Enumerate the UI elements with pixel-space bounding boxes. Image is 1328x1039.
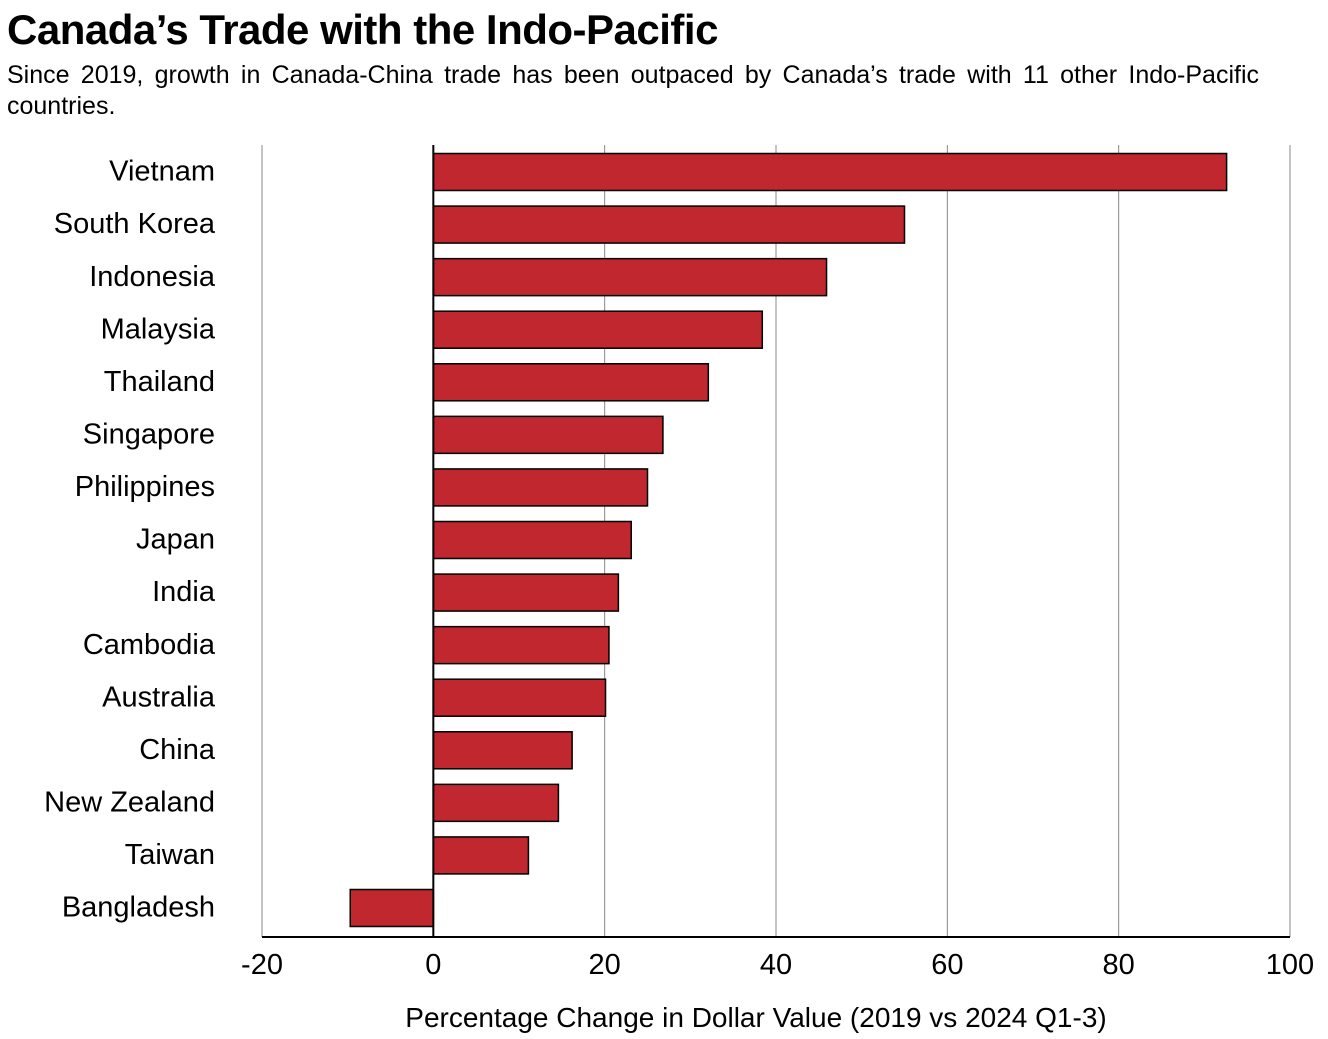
bar-india xyxy=(432,573,620,612)
x-tick-label: 100 xyxy=(1266,949,1314,981)
category-label: Bangladesh xyxy=(62,892,215,924)
x-tick-label: -20 xyxy=(241,949,283,981)
bar-japan xyxy=(432,520,632,560)
category-label: Vietnam xyxy=(109,156,215,188)
bars xyxy=(349,152,1228,928)
bar-vietnam xyxy=(432,152,1228,192)
x-tick-label: 40 xyxy=(760,949,792,981)
bar-china xyxy=(432,731,573,770)
bar-indonesia xyxy=(432,257,828,297)
category-label: Malaysia xyxy=(101,313,216,345)
category-label: New Zealand xyxy=(44,787,215,819)
chart-subtitle: Since 2019, growth in Canada-China trade… xyxy=(7,61,1259,120)
bar-cambodia xyxy=(432,625,610,665)
chart-title: Canada’s Trade with the Indo-Pacific xyxy=(7,6,718,53)
x-axis-label: Percentage Change in Dollar Value (2019 … xyxy=(405,1002,1106,1033)
category-label: Indonesia xyxy=(89,261,216,293)
category-label: Japan xyxy=(136,524,215,556)
bar-singapore xyxy=(432,415,664,455)
category-label: Cambodia xyxy=(83,629,216,661)
category-label: South Korea xyxy=(54,208,216,240)
category-label: Philippines xyxy=(75,471,215,503)
bar-new-zealand xyxy=(432,783,560,823)
x-tick-label: 80 xyxy=(1103,949,1135,981)
category-label: Taiwan xyxy=(125,839,215,871)
category-label: Singapore xyxy=(83,419,215,451)
category-label: China xyxy=(139,734,216,766)
bar-malaysia xyxy=(432,310,764,349)
bar-philippines xyxy=(432,468,649,507)
bar-thailand xyxy=(432,363,710,402)
category-labels: Vietnam South Korea Indonesia Malaysia Thail… xyxy=(44,156,216,924)
x-tick-labels: -20 0 20 40 60 80 100 xyxy=(241,949,1314,981)
category-label: Australia xyxy=(102,681,216,713)
x-tick-label: 0 xyxy=(425,949,441,981)
bar-taiwan xyxy=(432,836,530,875)
bar-australia xyxy=(432,678,607,717)
x-tick-label: 60 xyxy=(931,949,963,981)
category-label: India xyxy=(152,576,216,608)
bar-bangladesh xyxy=(349,888,435,928)
category-label: Thailand xyxy=(104,366,215,398)
x-tick-label: 20 xyxy=(589,949,621,981)
bar-south-korea xyxy=(432,205,906,244)
